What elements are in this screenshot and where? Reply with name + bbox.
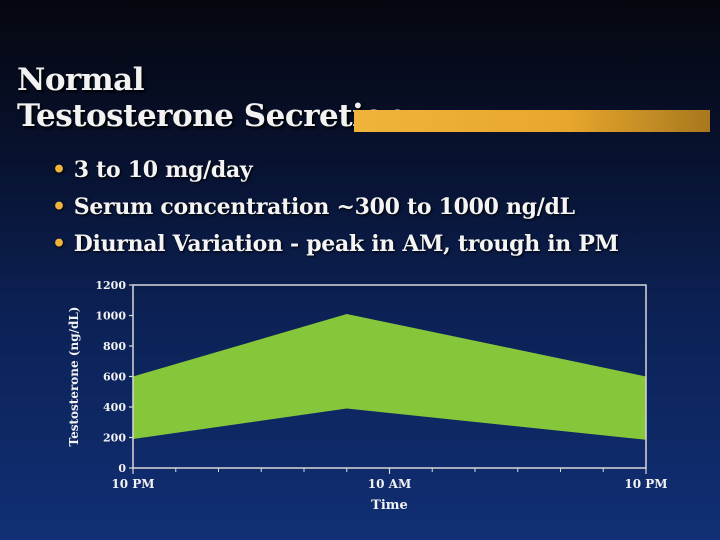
bullet-dot-icon: • <box>52 231 66 257</box>
x-tick-label: 10 PM <box>111 477 154 491</box>
title-accent-bar <box>354 110 710 132</box>
bullet-item: • Diurnal Variation - peak in AM, trough … <box>52 231 619 257</box>
bullet-list: • 3 to 10 mg/day • Serum concentration ~30… <box>52 152 619 263</box>
y-tick-label: 1000 <box>95 310 126 323</box>
y-tick-label: 200 <box>103 432 126 445</box>
y-tick-label: 400 <box>103 401 126 414</box>
normal-range-band <box>133 313 646 440</box>
x-tick-label: 10 AM <box>368 477 411 491</box>
slide-title: Normal Testosterone Secretion <box>17 62 406 134</box>
bullet-item: • 3 to 10 mg/day <box>52 157 253 183</box>
y-tick-label: 800 <box>103 340 126 353</box>
title-line-1: Normal <box>17 62 145 98</box>
testosterone-chart: 0 200 400 600 800 1000 1200 10 PM 10 AM 10 PM Time… <box>67 279 668 513</box>
y-tick-label: 1200 <box>95 279 126 292</box>
x-axis-label: Time <box>371 498 408 513</box>
x-tick-label: 10 PM <box>624 477 667 491</box>
y-tick-label: 600 <box>103 371 126 384</box>
bullet-item: • Serum concentration ~300 to 1000 ng/dL <box>52 194 575 220</box>
y-tick-label: 0 <box>118 462 126 475</box>
title-line-2: Testosterone Secretion <box>17 98 406 134</box>
bullet-dot-icon: • <box>52 194 66 220</box>
bullet-dot-icon: • <box>52 157 66 183</box>
y-axis-label: Testosterone (ng/dL) <box>67 307 81 447</box>
